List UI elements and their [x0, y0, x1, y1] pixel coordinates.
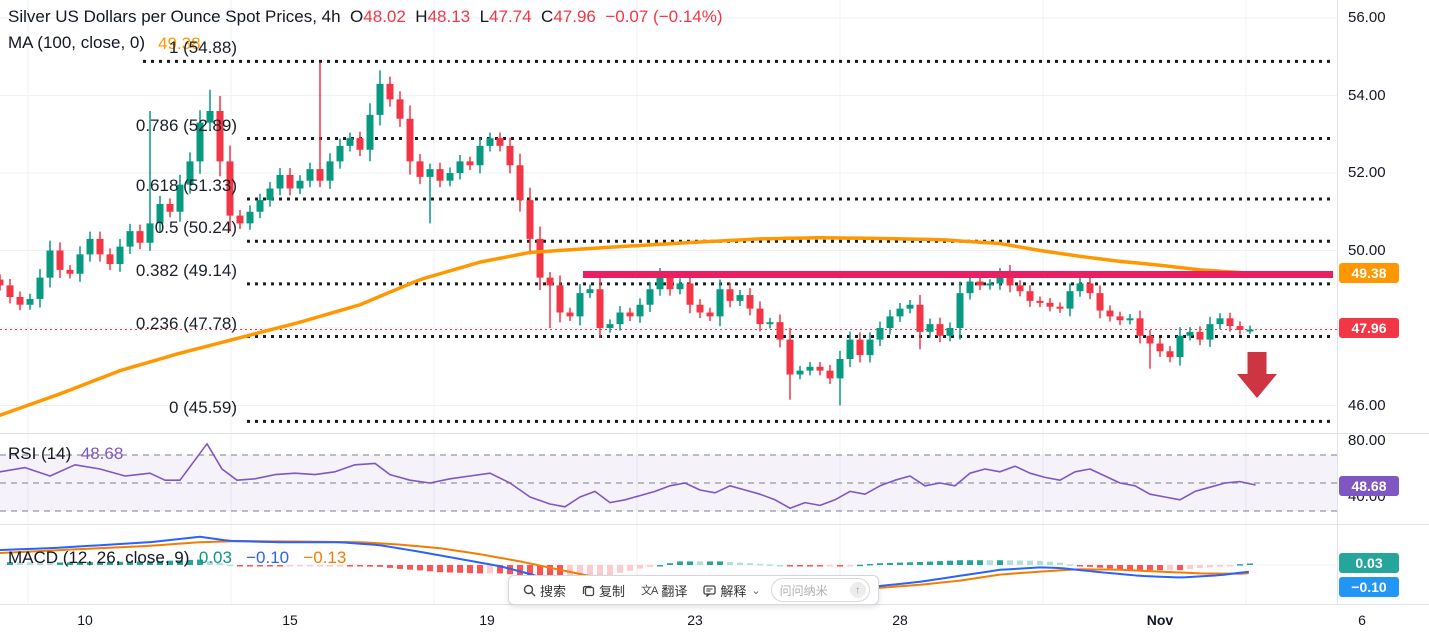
time-axis-label[interactable]: 15 — [282, 612, 298, 628]
ohlc-h-label: H — [415, 7, 428, 26]
ohlc-l-value: 47.74 — [489, 7, 532, 26]
price-axis-label[interactable]: 46.00 — [1348, 396, 1386, 414]
price-axis-badge: 47.96 — [1339, 318, 1399, 338]
search-button[interactable]: 搜索 — [517, 578, 572, 603]
ask-ai-placeholder: 问问纳米 — [779, 583, 828, 598]
fib-level-label: 0.236 (47.78) — [135, 313, 237, 333]
ohlc-o-label: O — [350, 7, 364, 26]
macd-legend[interactable]: MACD (12, 26, close, 9) 0.03 −0.10 −0.13 — [8, 548, 346, 568]
ask-ai-input[interactable]: 问问纳米 ↑ — [770, 578, 870, 602]
price-axis-badge: 48.68 — [1339, 476, 1399, 496]
send-icon[interactable]: ↑ — [849, 582, 866, 598]
chevron-down-icon[interactable]: ⌄ — [751, 584, 761, 597]
time-axis-label[interactable]: 28 — [892, 612, 908, 628]
pane-separator[interactable] — [0, 524, 1429, 525]
ohlc-c-label: C — [541, 7, 554, 26]
ma-current-value: 49.38 — [158, 34, 201, 53]
selection-toolbar: 搜索 复制 文A 翻译 解释 ⌄ 问问纳米 ↑ — [508, 575, 879, 605]
macd-signal-value: −0.13 — [303, 548, 347, 567]
copy-button[interactable]: 复制 — [576, 578, 631, 603]
macd-legend-text: MACD (12, 26, close, 9) — [8, 548, 190, 567]
rsi-legend[interactable]: RSI (14) 48.68 — [8, 444, 123, 464]
symbol-title: Silver US Dollars per Ounce Spot Prices,… — [8, 7, 341, 26]
translate-icon: 文A — [641, 585, 658, 597]
price-axis-label[interactable]: 52.00 — [1348, 164, 1386, 181]
price-axis-border — [1337, 0, 1338, 604]
rsi-current-value: 48.68 — [80, 444, 124, 463]
translate-button-label: 翻译 — [661, 583, 688, 599]
time-axis-label[interactable]: 10 — [77, 612, 93, 628]
fib-level-label: 0 (45.59) — [168, 398, 237, 418]
explain-button[interactable]: 解释 ⌄ — [697, 578, 766, 603]
translate-button[interactable]: 文A 翻译 — [635, 578, 693, 603]
price-axis-badge: 49.38 — [1339, 263, 1399, 283]
copy-button-label: 复制 — [599, 583, 626, 599]
fib-level-label: 1 (54.88) — [168, 38, 237, 58]
rsi-axis-label[interactable]: 80.00 — [1348, 432, 1386, 449]
ma-legend[interactable]: MA (100, close, 0) — [8, 33, 145, 53]
ohlc-h-value: 48.13 — [427, 7, 471, 26]
fib-level-label: 0.382 (49.14) — [135, 260, 237, 280]
time-axis-label[interactable]: 19 — [479, 612, 495, 628]
pane-separator[interactable] — [0, 433, 1429, 434]
ma-legend-text: MA (100, close, 0) — [8, 33, 146, 52]
search-button-label: 搜索 — [540, 583, 567, 599]
price-axis-badge: 0.03 — [1339, 553, 1399, 573]
symbol-legend[interactable]: Silver US Dollars per Ounce Spot Prices,… — [8, 7, 723, 27]
down-arrow-annotation — [1237, 352, 1277, 398]
time-axis-label[interactable]: 6 — [1358, 612, 1366, 628]
rsi-legend-text: RSI (14) — [8, 444, 72, 463]
explain-icon — [703, 584, 717, 597]
search-icon — [523, 584, 536, 597]
fib-level-label: 0.786 (52.89) — [135, 115, 237, 135]
ohlc-c-value: 47.96 — [553, 7, 596, 26]
price-axis-label[interactable]: 50.00 — [1348, 241, 1386, 259]
price-axis-label[interactable]: 54.00 — [1348, 86, 1386, 104]
ohlc-l-label: L — [479, 7, 490, 26]
macd-hist-value: 0.03 — [198, 548, 232, 567]
explain-button-label: 解释 — [720, 583, 747, 599]
fib-level-label: 0.618 (51.33) — [135, 175, 237, 195]
time-axis-label[interactable]: Nov — [1146, 612, 1174, 628]
copy-icon — [582, 584, 595, 597]
time-axis-label[interactable]: 23 — [687, 612, 703, 628]
ohlc-o-value: 48.02 — [363, 7, 406, 26]
change-value: −0.07 (−0.14%) — [605, 7, 723, 26]
macd-line-value: −0.10 — [246, 548, 290, 567]
fib-level-label: 0.5 (50.24) — [154, 218, 237, 238]
price-axis-label[interactable]: 56.00 — [1348, 9, 1386, 26]
price-axis-badge: −0.10 — [1339, 577, 1399, 597]
